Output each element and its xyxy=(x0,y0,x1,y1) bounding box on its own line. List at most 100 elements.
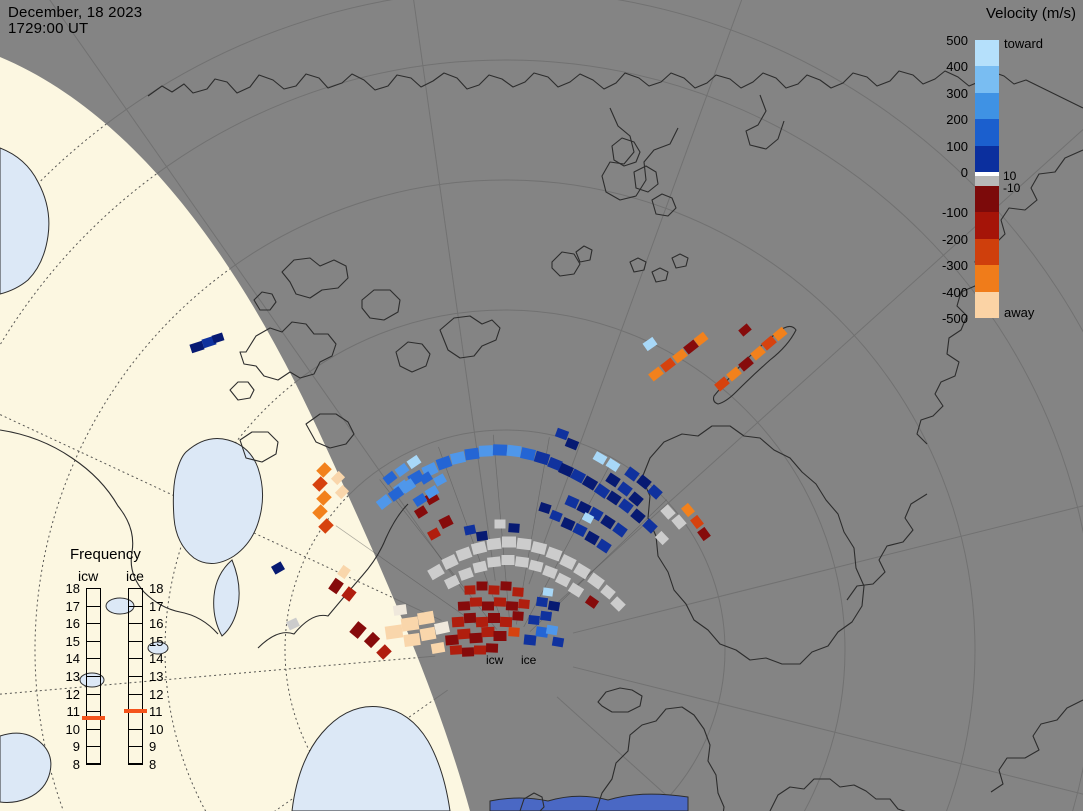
velocity-cell xyxy=(520,447,536,461)
velocity-cell xyxy=(384,624,404,640)
frequency-tick-line xyxy=(128,693,143,695)
velocity-cell xyxy=(584,595,600,609)
velocity-cell xyxy=(449,645,463,655)
colorbar-segment-away xyxy=(975,238,999,266)
velocity-tick: 500 xyxy=(946,33,968,48)
frequency-column-ice-label: ice xyxy=(126,568,144,584)
velocity-cell xyxy=(486,537,502,551)
dayside-region xyxy=(0,57,470,811)
velocity-cell xyxy=(539,610,553,622)
colorbar-segment-away xyxy=(975,212,999,239)
frequency-tick-line xyxy=(86,588,101,589)
velocity-cell xyxy=(772,326,788,342)
velocity-cell xyxy=(399,478,417,494)
velocity-cell xyxy=(501,555,515,565)
velocity-cell xyxy=(587,572,605,590)
ocean-strip xyxy=(489,793,689,811)
velocity-cell xyxy=(605,457,621,473)
velocity-cell xyxy=(464,447,480,461)
frequency-marker-icw xyxy=(82,716,105,721)
velocity-cell xyxy=(435,455,453,471)
velocity-cell xyxy=(672,348,688,364)
velocity-cell xyxy=(567,582,585,598)
velocity-cell xyxy=(654,530,670,546)
velocity-tick: -100 xyxy=(941,205,968,221)
velocity-cell xyxy=(547,456,563,472)
velocity-cell xyxy=(660,357,676,373)
velocity-cell xyxy=(545,546,563,562)
time-label: 1729:00 UT xyxy=(8,20,89,37)
velocity-cell xyxy=(605,472,621,488)
frequency-tick: 17 xyxy=(65,598,80,614)
velocity-cell xyxy=(528,559,544,573)
frequency-column-icw-label: icw xyxy=(78,568,99,584)
velocity-cell xyxy=(648,366,664,382)
velocity-cell xyxy=(530,540,548,556)
frequency-tick: 17 xyxy=(149,598,164,614)
velocity-cell xyxy=(542,565,558,579)
velocity-tick: -400 xyxy=(941,284,968,300)
velocity-legend-title: Velocity (m/s) xyxy=(985,5,1076,22)
velocity-cell xyxy=(475,530,489,542)
velocity-cell xyxy=(499,616,513,628)
site-label-icw: icw xyxy=(486,653,504,667)
velocity-cell xyxy=(516,537,532,551)
velocity-cell xyxy=(441,554,459,570)
velocity-cell xyxy=(628,491,644,507)
velocity-cell xyxy=(493,597,507,607)
velocity-cell xyxy=(406,454,422,470)
velocity-cell xyxy=(502,536,516,548)
colorbar-gap xyxy=(975,171,999,176)
velocity-cell xyxy=(475,616,489,628)
frequency-tick-line xyxy=(128,605,143,607)
velocity-cell xyxy=(726,366,742,382)
velocity-cell xyxy=(508,627,520,637)
beam-line xyxy=(438,446,504,626)
frequency-legend-title: Frequency xyxy=(70,546,141,563)
velocity-cell xyxy=(451,616,465,628)
velocity-cell xyxy=(493,631,507,641)
velocity-cell xyxy=(318,518,334,534)
velocity-cell xyxy=(463,612,477,624)
velocity-cell xyxy=(512,587,524,597)
frequency-tick: 18 xyxy=(149,581,164,596)
velocity-cell xyxy=(330,470,346,486)
meridian-line xyxy=(0,655,436,734)
velocity-cell xyxy=(400,616,420,632)
frequency-tick: 16 xyxy=(65,616,80,632)
velocity-tick: 0 xyxy=(960,165,968,180)
velocity-cell xyxy=(430,641,446,655)
velocity-cell xyxy=(469,597,483,607)
velocity-cell xyxy=(535,626,549,638)
velocity-cell xyxy=(505,601,519,611)
velocity-cell xyxy=(438,514,454,530)
meridian-line xyxy=(572,505,1083,634)
velocity-tick: -300 xyxy=(941,258,968,274)
frequency-tick-line xyxy=(128,728,143,730)
velocity-cell xyxy=(382,470,398,486)
colorbar-segment-toward xyxy=(975,92,999,120)
velocity-cell xyxy=(581,475,599,491)
velocity-cell xyxy=(612,522,628,538)
colorbar-segment-toward xyxy=(975,66,999,93)
velocity-cell xyxy=(472,560,488,574)
velocity-cell xyxy=(547,600,561,612)
colorbar-segment-away xyxy=(975,291,999,318)
away-label: away xyxy=(1004,305,1035,320)
toward-label: toward xyxy=(1004,36,1044,51)
colorbar-segment-toward xyxy=(975,40,999,67)
velocity-cell xyxy=(592,451,608,465)
velocity-cell xyxy=(500,581,512,591)
velocity-cell xyxy=(642,518,658,534)
velocity-cell xyxy=(554,572,572,588)
velocity-cell xyxy=(485,643,499,653)
velocity-cell xyxy=(738,356,754,372)
frequency-tick-line xyxy=(86,623,101,625)
velocity-cell xyxy=(211,332,225,344)
frequency-tick-line xyxy=(128,658,143,660)
velocity-cell xyxy=(482,601,494,611)
frequency-tick-line xyxy=(86,693,101,695)
colorbar-segment-away xyxy=(975,185,999,213)
velocity-cell xyxy=(528,614,540,626)
